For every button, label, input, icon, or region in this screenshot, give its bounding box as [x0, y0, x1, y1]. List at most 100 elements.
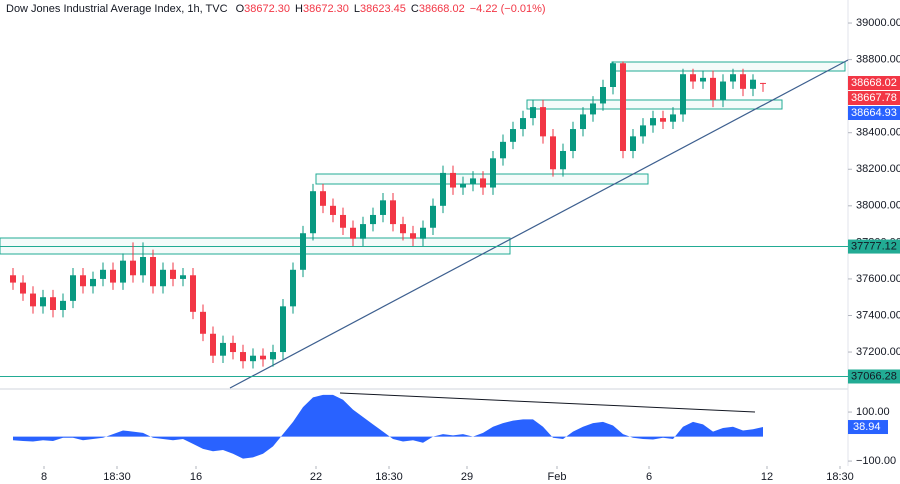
candle-body: [280, 306, 286, 353]
candle-body: [220, 342, 226, 356]
candle-body: [310, 191, 316, 234]
trend-line: [229, 59, 849, 389]
candle-body: [110, 269, 116, 283]
x-tick-label: 18:30: [375, 471, 403, 483]
candle-body: [590, 103, 596, 115]
x-tick-label: 22: [310, 471, 322, 483]
candle-body: [260, 355, 266, 360]
candle-body: [50, 297, 56, 311]
candle-body: [160, 269, 166, 287]
x-tick-label: 18:30: [103, 471, 131, 483]
x-tick-label: 18:30: [826, 471, 854, 483]
candle-body: [320, 191, 326, 206]
level-tag: [848, 239, 900, 254]
candle-body: [240, 352, 246, 362]
zone-box: [526, 99, 783, 110]
zone-box: [0, 237, 511, 255]
candle-body: [660, 118, 666, 122]
candle-body: [460, 183, 466, 188]
candle-body: [90, 278, 96, 287]
candle-body: [140, 256, 146, 276]
candle-body: [230, 342, 236, 353]
candle-body: [330, 205, 336, 215]
candle-body: [560, 150, 566, 170]
candle-body: [530, 107, 536, 119]
x-tick-label: 16: [190, 471, 202, 483]
candle-body: [610, 63, 616, 88]
price-tag: [848, 91, 900, 105]
candle-body: [440, 172, 446, 206]
candle-body: [380, 200, 386, 215]
candle-body: [120, 260, 126, 283]
ohlc-value: 38623.45: [360, 3, 406, 15]
candle-body: [450, 172, 456, 188]
candle-body: [510, 129, 516, 142]
x-tick-label: 12: [761, 471, 773, 483]
ohlc-value: 38672.30: [244, 3, 290, 15]
candle-body: [210, 333, 216, 356]
candle-body: [630, 136, 636, 151]
symbol: Dow Jones Industrial Average Index, 1h, …: [6, 3, 228, 15]
candle-body: [80, 275, 86, 287]
ohlc-key: O: [236, 3, 245, 15]
cci-tag: [848, 420, 888, 435]
candle-body: [600, 87, 606, 104]
candle-body: [750, 79, 756, 89]
price-tag: [848, 76, 900, 90]
price-tag-label: 38668.02: [851, 77, 897, 89]
price-tag-label: 38667.78: [851, 92, 897, 104]
y-tick-label: 38000.00: [856, 200, 900, 212]
candle-body: [480, 178, 486, 188]
candle-body: [350, 227, 356, 239]
candle-body: [760, 82, 766, 84]
change: −4.22 (−0.01%): [470, 3, 546, 15]
ohlc-value: 38668.02: [419, 3, 465, 15]
y-tick-label: 38800.00: [856, 53, 900, 65]
y-tick-label: 38400.00: [856, 127, 900, 139]
candle-body: [570, 129, 576, 151]
candle-body: [150, 256, 156, 287]
candle-body: [420, 227, 426, 239]
candle-body: [550, 136, 556, 170]
zone-box: [611, 61, 846, 72]
divergence-line: [339, 392, 756, 413]
y-tick-label: 39000.00: [856, 17, 900, 29]
ohlc-key: L: [354, 3, 360, 15]
header-values: O 38672.30 H 38672.30 L 38623.45 C 38668.02 −4.2…: [236, 3, 546, 15]
candle-body: [700, 77, 706, 82]
candle-body: [500, 141, 506, 159]
candle-body: [620, 63, 626, 151]
candle-body: [70, 275, 76, 301]
plot: [0, 61, 848, 459]
candle-body: [490, 158, 496, 188]
candle-body: [410, 233, 416, 239]
candle-body: [540, 107, 546, 137]
candle-body: [300, 233, 306, 270]
price-tag-label: 38664.93: [851, 107, 897, 119]
candle-body: [130, 260, 136, 276]
candle-body: [470, 178, 476, 184]
level-tag: [848, 369, 900, 384]
candle-body: [430, 205, 436, 228]
y-tick-label: 37200.00: [856, 346, 900, 358]
candle-body: [580, 114, 586, 130]
candle-body: [720, 81, 726, 100]
candle-body: [200, 311, 206, 334]
candle-body: [680, 74, 686, 115]
candle-body: [730, 74, 736, 82]
candle-body: [40, 297, 46, 307]
candle-body: [640, 125, 646, 137]
candle-body: [190, 275, 196, 312]
candle-body: [270, 352, 276, 360]
candle-body: [740, 74, 746, 89]
candle-body: [520, 118, 526, 130]
candle-body: [30, 293, 36, 307]
price-tag: [848, 106, 900, 120]
y-tick-label: 100.00: [856, 406, 890, 418]
candle-body: [670, 114, 676, 122]
cci-area: [13, 394, 763, 459]
y-tick-label: 37600.00: [856, 273, 900, 285]
candle-body: [650, 118, 656, 126]
candle-body: [400, 224, 406, 234]
